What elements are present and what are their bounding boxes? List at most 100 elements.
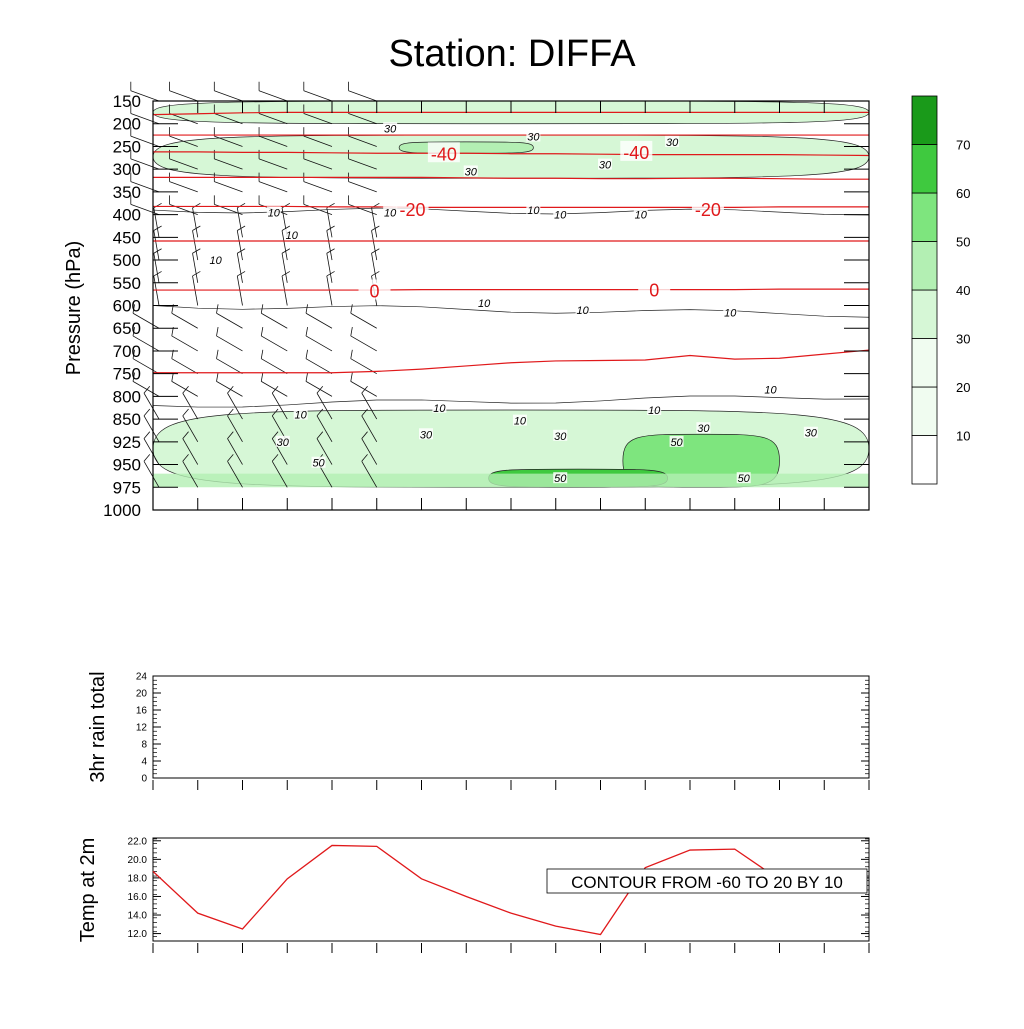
wind-barb (306, 350, 332, 374)
humidity-contour-label: 30 (599, 160, 612, 172)
pressure-tick-label: 800 (113, 387, 141, 406)
colorbar-box (912, 145, 937, 194)
humidity-contour-label: 10 (527, 205, 540, 217)
wind-barb (351, 304, 377, 328)
cross-section-y-label: Pressure (hPa) (63, 241, 85, 376)
wind-barb-flag (144, 409, 150, 416)
temperature-contour-0 (153, 289, 869, 290)
pressure-tick-label: 975 (113, 478, 141, 497)
wind-barb-staff (172, 381, 198, 396)
wind-barb-staff (183, 393, 198, 419)
wind-barb-flag (306, 304, 308, 313)
humidity-contour-label: 10 (384, 207, 397, 219)
wind-barb-staff (306, 336, 332, 351)
humidity-contour-label: 30 (527, 131, 540, 143)
humidity-contour-label: 50 (738, 473, 751, 485)
temperature-contour-label: 0 (649, 281, 659, 301)
wind-barb-staff (217, 336, 243, 351)
wind-barb (306, 373, 332, 397)
wind-barb-flag (261, 350, 263, 359)
temperature-axes: 12.014.016.018.020.022.0 (128, 836, 869, 953)
wind-barb (351, 327, 377, 351)
pressure-tick-label: 400 (113, 206, 141, 225)
humidity-contour-label: 30 (420, 429, 433, 441)
temperature-contour-label: -40 (623, 143, 649, 163)
wind-barb-staff (261, 381, 287, 396)
wind-barb-staff (261, 359, 287, 374)
humidity-contour-label: 10 (514, 416, 527, 428)
humidity-band-surface (153, 474, 869, 488)
wind-barb (349, 82, 377, 101)
wind-barb-staff (349, 91, 377, 101)
wind-barb (261, 304, 287, 328)
temperature-contour-label: -40 (431, 144, 457, 164)
wind-barb-staff (306, 359, 332, 374)
humidity-contour-label: 10 (554, 210, 567, 222)
humidity-contour-label: 10 (764, 385, 777, 397)
wind-barb (183, 386, 198, 419)
wind-barb-flag (144, 454, 150, 461)
wind-barb (214, 82, 242, 101)
wind-barb (261, 350, 287, 374)
pressure-tick-label: 250 (113, 137, 141, 156)
humidity-contour-label: 10 (286, 230, 299, 242)
wind-barb-staff (259, 182, 287, 192)
pressure-tick-label: 700 (113, 342, 141, 361)
wind-barb-flag (154, 203, 162, 208)
wind-barb (154, 203, 162, 237)
humidity-contour-label: 30 (697, 423, 710, 435)
wind-barb-staff (172, 336, 198, 351)
humidity-contour-label: 10 (210, 255, 223, 267)
colorbar-box (912, 96, 937, 145)
pressure-tick-label: 500 (113, 251, 141, 270)
wind-barb-staff (351, 336, 377, 351)
temp-tick-label: 22.0 (128, 836, 148, 847)
humidity-contour-label: 10 (576, 305, 589, 317)
wind-barb-flag (261, 327, 263, 336)
wind-barb-staff (172, 359, 198, 374)
humidity-contour-label: 50 (312, 458, 325, 470)
wind-barb (170, 82, 198, 101)
wind-barb (351, 373, 377, 397)
rain-tick-label: 4 (141, 757, 147, 768)
rain-tick-label: 24 (136, 672, 148, 683)
humidity-band-40 (399, 142, 533, 153)
pressure-tick-label: 150 (113, 92, 141, 111)
wind-barb (237, 203, 245, 237)
pressure-tick-label: 950 (113, 456, 141, 475)
wind-barb-flag (228, 386, 234, 393)
humidity-contour-layer (153, 208, 869, 407)
wind-barb-flag (317, 386, 323, 393)
pressure-tick-label: 550 (113, 274, 141, 293)
humidity-contour-10 (153, 306, 869, 318)
humidity-contour-label: 30 (465, 166, 478, 178)
humidity-contour-label: 30 (666, 137, 679, 149)
wind-barb (144, 386, 159, 419)
wind-barb-flag (217, 373, 219, 382)
pressure-tick-label: 600 (113, 297, 141, 316)
humidity-band-30 (153, 135, 869, 178)
wind-barb-flag (183, 386, 189, 393)
colorbar-box (912, 193, 937, 242)
wind-barb-flag (272, 386, 278, 393)
rain-y-label: 3hr rain total (87, 671, 109, 782)
temperature-panel: 12.014.016.018.020.022.0 CONTOUR FROM -6… (77, 836, 869, 953)
wind-barb-flag (144, 432, 150, 439)
wind-barb-staff (214, 182, 242, 192)
wind-barb-flag (183, 409, 189, 416)
temp-tick-label: 12.0 (128, 929, 148, 940)
colorbar-label: 30 (956, 332, 970, 347)
wind-barb-flag (144, 386, 150, 393)
temp-tick-label: 20.0 (128, 855, 148, 866)
wind-barb-flag (282, 203, 290, 208)
wind-barb (306, 304, 332, 328)
wind-barb-staff (306, 313, 332, 328)
wind-barb (327, 203, 335, 237)
wind-barb-staff (144, 416, 159, 442)
pressure-tick-label: 300 (113, 160, 141, 179)
temp-tick-label: 14.0 (128, 911, 148, 922)
humidity-contour-label: 10 (433, 403, 446, 415)
wind-barb-flag (351, 373, 353, 382)
